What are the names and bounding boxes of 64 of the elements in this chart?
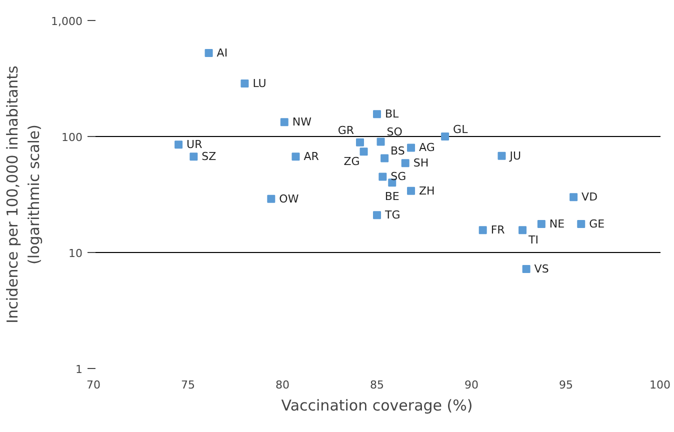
annotation: GR	[338, 124, 354, 137]
annotation: FR	[490, 224, 506, 237]
annotation: GL	[453, 123, 469, 136]
point	[204, 48, 213, 57]
annotation: VD	[582, 190, 598, 204]
x-tick-label: 95	[559, 378, 573, 392]
x-axis-title: Vaccination coverage (%)	[281, 396, 473, 414]
annotation: AR	[304, 150, 320, 164]
y-axis-title: Incidence per 100,000 inhabitants (logarithmic scale)	[3, 65, 44, 324]
annotation: SH	[413, 156, 429, 170]
point	[537, 220, 546, 228]
point	[407, 186, 416, 195]
annotation: AG	[419, 141, 435, 154]
point	[292, 152, 300, 161]
annotation: BL	[385, 108, 400, 121]
annotation: BS	[390, 144, 405, 158]
annotation: BE	[384, 190, 400, 204]
point	[401, 159, 410, 168]
y-tick-label: 100	[62, 131, 83, 144]
y-tick-label: 1,000	[51, 15, 83, 28]
annotation: JU	[508, 149, 522, 162]
point	[378, 172, 387, 181]
annotation: TI	[528, 234, 538, 247]
x-tick-label: 100	[650, 378, 671, 392]
x-tick-label: 75	[181, 378, 195, 392]
point	[240, 80, 249, 88]
annotation: NW	[292, 116, 312, 129]
annotation: OW	[279, 192, 299, 206]
point	[441, 132, 450, 140]
annotation: TG	[384, 208, 400, 222]
point	[267, 194, 276, 203]
point	[360, 148, 368, 156]
point	[478, 226, 487, 234]
annotation: VS	[534, 262, 549, 276]
y-tick-label: 1	[76, 363, 82, 376]
point	[373, 110, 381, 118]
point	[570, 193, 578, 202]
point	[380, 154, 389, 162]
point	[373, 211, 381, 220]
y-tick-label: 10	[68, 247, 83, 260]
point	[407, 144, 416, 152]
x-tick-label: 70	[86, 378, 100, 392]
annotation: SZ	[202, 150, 217, 164]
point	[522, 265, 530, 274]
x-tick-label: 90	[464, 378, 478, 392]
annotation: SG	[390, 170, 406, 184]
annotation: LU	[252, 77, 266, 90]
annotation: AI	[216, 46, 228, 60]
x-tick-label: 80	[276, 378, 290, 392]
point	[498, 152, 506, 160]
annotation: GE	[589, 218, 605, 231]
point	[518, 226, 527, 234]
annotation: NE	[549, 218, 565, 231]
annotation: ZG	[344, 155, 360, 168]
point	[280, 118, 288, 126]
point	[577, 220, 586, 228]
point	[376, 138, 385, 146]
annotation: ZH	[419, 184, 435, 198]
point	[174, 140, 183, 149]
annotation: SO	[386, 125, 403, 138]
annotation: UR	[186, 138, 203, 152]
x-tick-label: 85	[370, 378, 384, 392]
point	[190, 152, 198, 161]
point	[356, 138, 364, 146]
